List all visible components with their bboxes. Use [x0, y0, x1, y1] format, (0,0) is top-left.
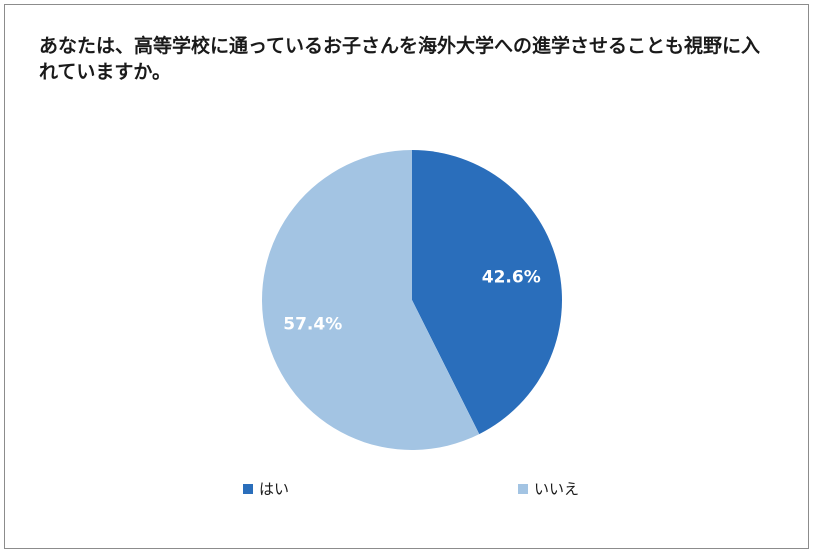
- chart-frame: あなたは、高等学校に通っているお子さんを海外大学への進学させることも視野に入れて…: [4, 4, 809, 549]
- pie-slices: [262, 150, 563, 450]
- pie-label-yes: 42.6%: [482, 268, 541, 288]
- legend-label-yes: はい: [259, 480, 290, 498]
- chart-legend: はい いいえ: [0, 478, 815, 498]
- chart-title: あなたは、高等学校に通っているお子さんを海外大学への進学させることも視野に入れて…: [39, 35, 761, 83]
- pie-label-no: 57.4%: [283, 314, 342, 334]
- legend-item-yes: はい: [243, 478, 289, 499]
- legend-swatch-yes: [243, 483, 253, 494]
- legend-item-no: いいえ: [518, 478, 579, 499]
- legend-label-no: いいえ: [534, 480, 580, 498]
- pie-slice-yes: [412, 150, 563, 435]
- pie-slice-no: [262, 150, 480, 450]
- legend-swatch-no: [518, 483, 528, 494]
- pie-slice-labels: 42.6% 57.4%: [283, 268, 540, 335]
